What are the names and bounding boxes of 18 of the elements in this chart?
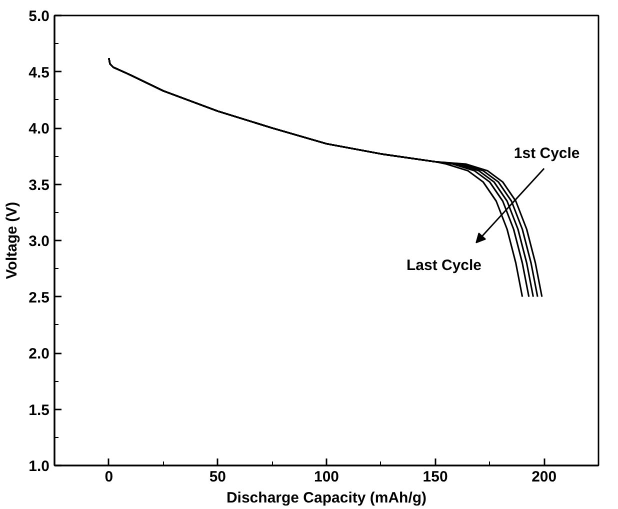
annotation: Last Cycle: [406, 256, 482, 274]
y-tick-label: 4.5: [28, 64, 50, 82]
x-tick-label: 100: [314, 468, 340, 486]
y-tick-label: 4.0: [28, 120, 50, 138]
y-tick-label: 1.5: [28, 402, 50, 419]
x-tick-label: 0: [104, 468, 114, 486]
x-tick-label: 150: [422, 468, 448, 486]
y-tick-label: 3.0: [28, 233, 50, 250]
y-tick-label: 5.0: [28, 8, 50, 25]
x-tick-label: 50: [209, 468, 226, 486]
annotation: 1st Cycle: [514, 145, 580, 162]
x-tick-label: 200: [532, 468, 557, 486]
y-tick-label: 2.5: [28, 289, 50, 306]
y-axis-title: Voltage (V): [4, 202, 21, 280]
y-tick-label: 3.5: [28, 176, 50, 194]
x-axis-title: Discharge Capacity (mAh/g): [226, 490, 427, 506]
y-tick-label: 2.0: [28, 346, 50, 362]
y-tick-label: 1.0: [28, 458, 50, 475]
